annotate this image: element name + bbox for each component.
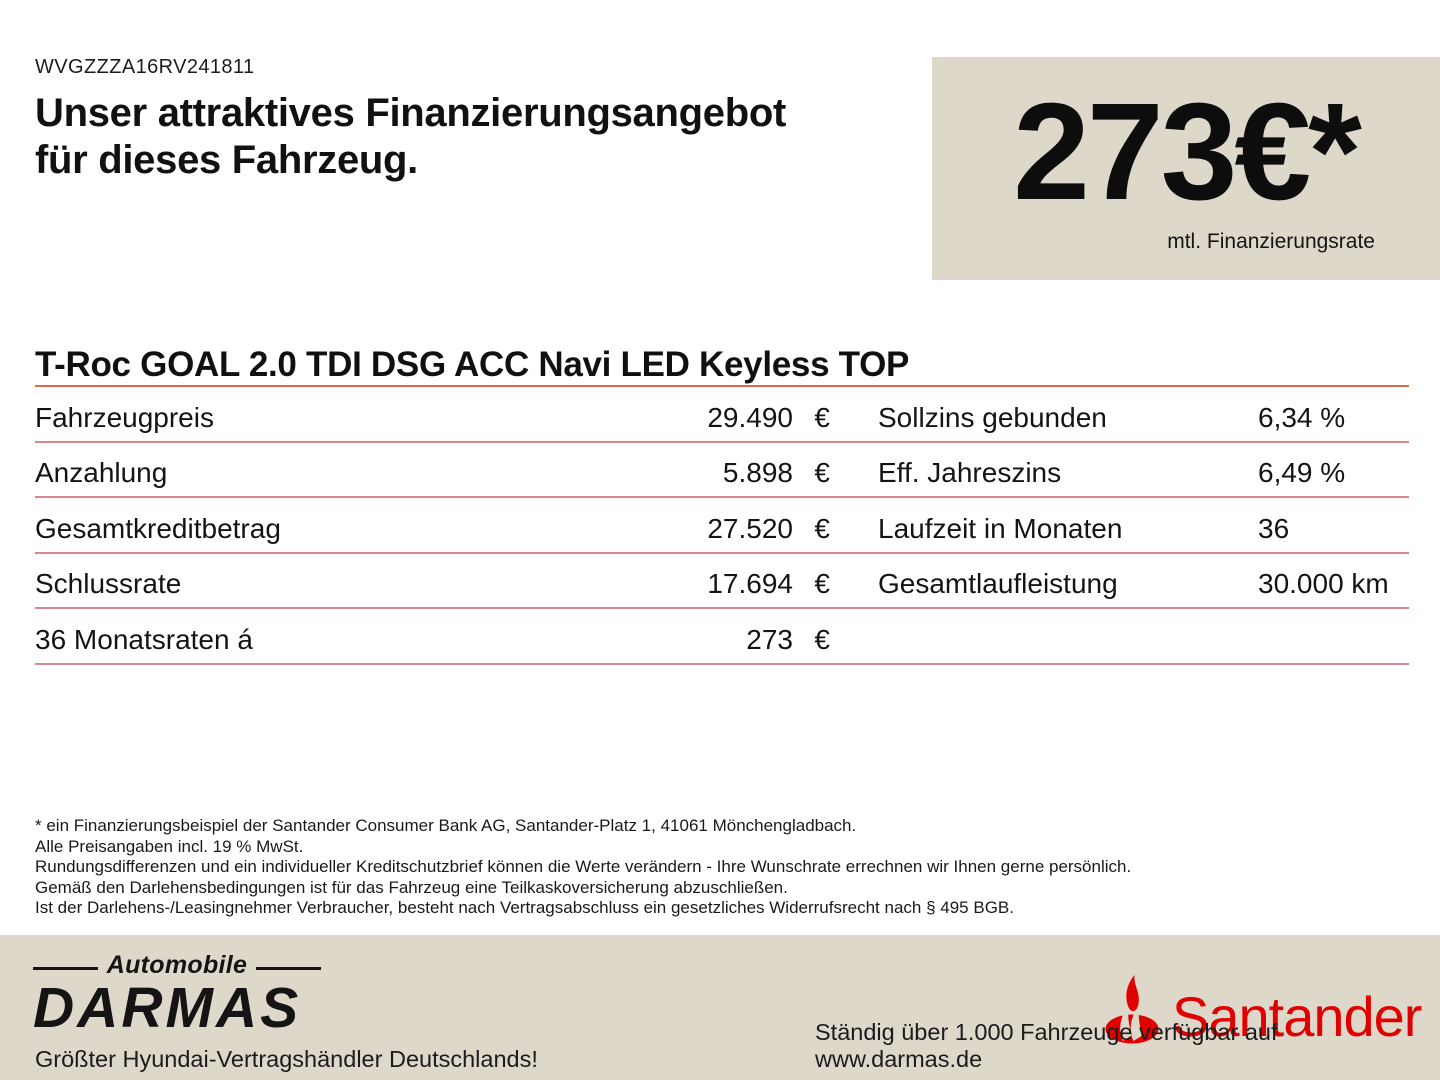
legal-fine-print: * ein Finanzierungsbeispiel der Santande… [35,816,1235,919]
table-row: Schlussrate 17.694 € Gesamtlaufleistung … [35,554,1409,610]
row-right-cell: Gesamtlaufleistung 30.000 km [878,568,1409,600]
row-right-cell: Laufzeit in Monaten 36 [878,513,1409,545]
row-value: 29.490 [707,401,793,433]
row-right-cell: Eff. Jahreszins 6,49 % [878,457,1409,489]
row-value: 6,49 % [1258,457,1346,489]
monthly-rate-amount: 273€* [1013,75,1362,229]
footer: Automobile DARMAS Santander Größter Hyun… [0,935,1440,1080]
row-currency: € [814,457,830,489]
row-value: 30.000 km [1258,568,1389,600]
fine-print-line: * ein Finanzierungsbeispiel der Santande… [35,816,857,835]
row-value: 273 [746,623,793,655]
logo-rule-right [256,966,321,970]
row-currency: € [814,512,830,544]
row-left-cell: Anzahlung 5.898 € [35,457,830,489]
monthly-rate-panel: 273€* mtl. Finanzierungsrate [932,57,1440,280]
vehicle-title: T-Roc GOAL 2.0 TDI DSG ACC Navi LED Keyl… [35,345,1409,387]
row-label: Laufzeit in Monaten [878,512,1123,544]
row-value: 36 [1258,512,1290,544]
row-currency: € [814,623,830,655]
page-title: Unser attraktives Finanzierungsangebot f… [35,90,786,184]
santander-logo-name: Santander [1172,985,1422,1048]
dealer-tagline: Größter Hyundai-Vertragshändler Deutschl… [35,1046,538,1072]
logo-rule-left [33,966,98,970]
table-row: Fahrzeugpreis 29.490 € Sollzins gebunden… [35,387,1409,443]
row-value: 6,34 % [1258,401,1346,433]
darmas-logo-name: DARMAS [33,976,302,1040]
santander-flame-icon [1105,975,1159,1044]
table-row: Anzahlung 5.898 € Eff. Jahreszins 6,49 % [35,443,1409,499]
table-row: 36 Monatsraten á 273 € [35,609,1409,665]
darmas-logo-top: Automobile [33,951,321,980]
row-label: Eff. Jahreszins [878,457,1062,489]
row-label: Sollzins gebunden [878,401,1107,433]
row-value: 27.520 [707,512,793,544]
row-right-cell: Sollzins gebunden 6,34 % [878,402,1409,434]
darmas-logo-automobile: Automobile [106,951,248,979]
row-label: Gesamtkreditbetrag [35,512,281,544]
website-tagline: Ständig über 1.000 Fahrzeuge verfügbar a… [815,1019,1278,1072]
darmas-dealer-logo: Automobile DARMAS [33,951,321,1040]
page-title-line2: für dieses Fahrzeug. [35,138,418,182]
row-left-cell: Gesamtkreditbetrag 27.520 € [35,513,830,545]
santander-logo: Santander [1105,975,1422,1048]
row-label: 36 Monatsraten á [35,623,253,655]
row-currency: € [814,568,830,600]
row-label: Gesamtlaufleistung [878,568,1118,600]
page-title-line1: Unser attraktives Finanzierungsangebot [35,91,787,135]
monthly-rate-caption: mtl. Finanzierungsrate [1167,230,1375,253]
table-row: Gesamtkreditbetrag 27.520 € Laufzeit in … [35,498,1409,554]
financing-table: T-Roc GOAL 2.0 TDI DSG ACC Navi LED Keyl… [35,345,1409,665]
fine-print-line: Gemäß den Darlehensbedingungen ist für d… [35,877,788,897]
fine-print-line: Ist der Darlehens-/Leasingnehmer Verbrau… [35,898,1014,918]
fine-print-line: Rundungsdifferenzen und ein individuelle… [35,857,1132,877]
row-value: 17.694 [707,568,793,600]
row-currency: € [814,401,830,433]
vehicle-vin: WVGZZZA16RV241811 [35,56,255,78]
row-label: Anzahlung [35,457,168,489]
row-label: Fahrzeugpreis [35,401,214,433]
fine-print-line: Alle Preisangaben incl. 19 % MwSt. [35,836,304,856]
row-label: Schlussrate [35,568,182,600]
row-left-cell: Fahrzeugpreis 29.490 € [35,402,830,434]
row-value: 5.898 [722,457,793,489]
row-left-cell: 36 Monatsraten á 273 € [35,624,830,656]
row-left-cell: Schlussrate 17.694 € [35,568,830,600]
